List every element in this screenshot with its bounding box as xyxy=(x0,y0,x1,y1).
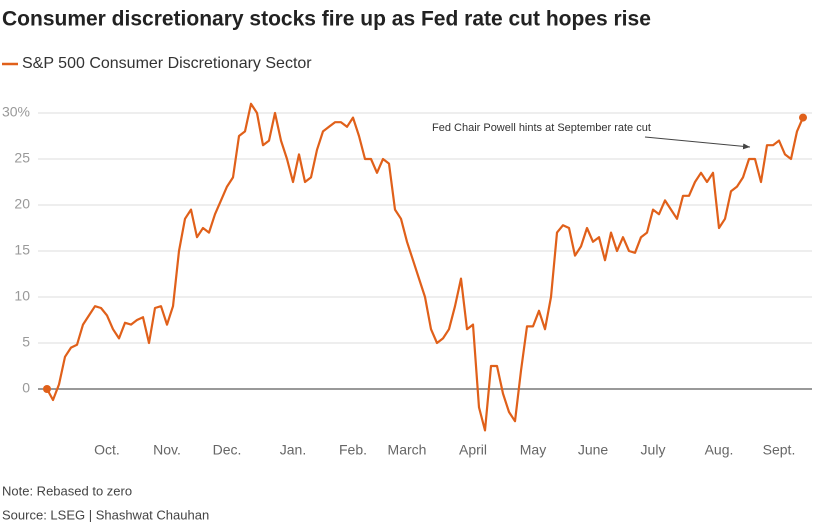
y-tick-label: 10 xyxy=(14,288,30,304)
legend-label: S&P 500 Consumer Discretionary Sector xyxy=(22,55,312,72)
note: Note: Rebased to zero xyxy=(2,483,132,498)
x-tick-label: Aug. xyxy=(705,442,734,458)
x-tick-label: Feb. xyxy=(339,442,367,458)
y-tick-label: 25 xyxy=(14,150,30,166)
y-tick-label: 5 xyxy=(22,334,30,350)
y-tick-label: 20 xyxy=(14,196,30,212)
x-tick-label: March xyxy=(388,442,427,458)
y-tick-label: 0 xyxy=(22,380,30,396)
x-tick-label: Sept. xyxy=(763,442,796,458)
y-tick-label: 30% xyxy=(2,104,30,120)
x-tick-label: Oct. xyxy=(94,442,120,458)
x-tick-label: July xyxy=(641,442,666,458)
x-tick-label: June xyxy=(578,442,609,458)
y-tick-label: 15 xyxy=(14,242,30,258)
annotation-arrow xyxy=(644,136,751,150)
source: Source: LSEG | Shashwat Chauhan xyxy=(2,507,209,522)
x-tick-label: May xyxy=(520,442,546,458)
annotation: Fed Chair Powell hints at September rate… xyxy=(432,122,651,134)
chart-title: Consumer discretionary stocks fire up as… xyxy=(2,8,651,31)
end-dot xyxy=(43,385,51,393)
x-tick-label: Jan. xyxy=(280,442,306,458)
x-tick-label: April xyxy=(459,442,487,458)
series-line xyxy=(46,102,805,432)
end-dot xyxy=(799,113,807,122)
x-tick-label: Nov. xyxy=(153,442,181,458)
x-tick-label: Dec. xyxy=(213,442,242,458)
